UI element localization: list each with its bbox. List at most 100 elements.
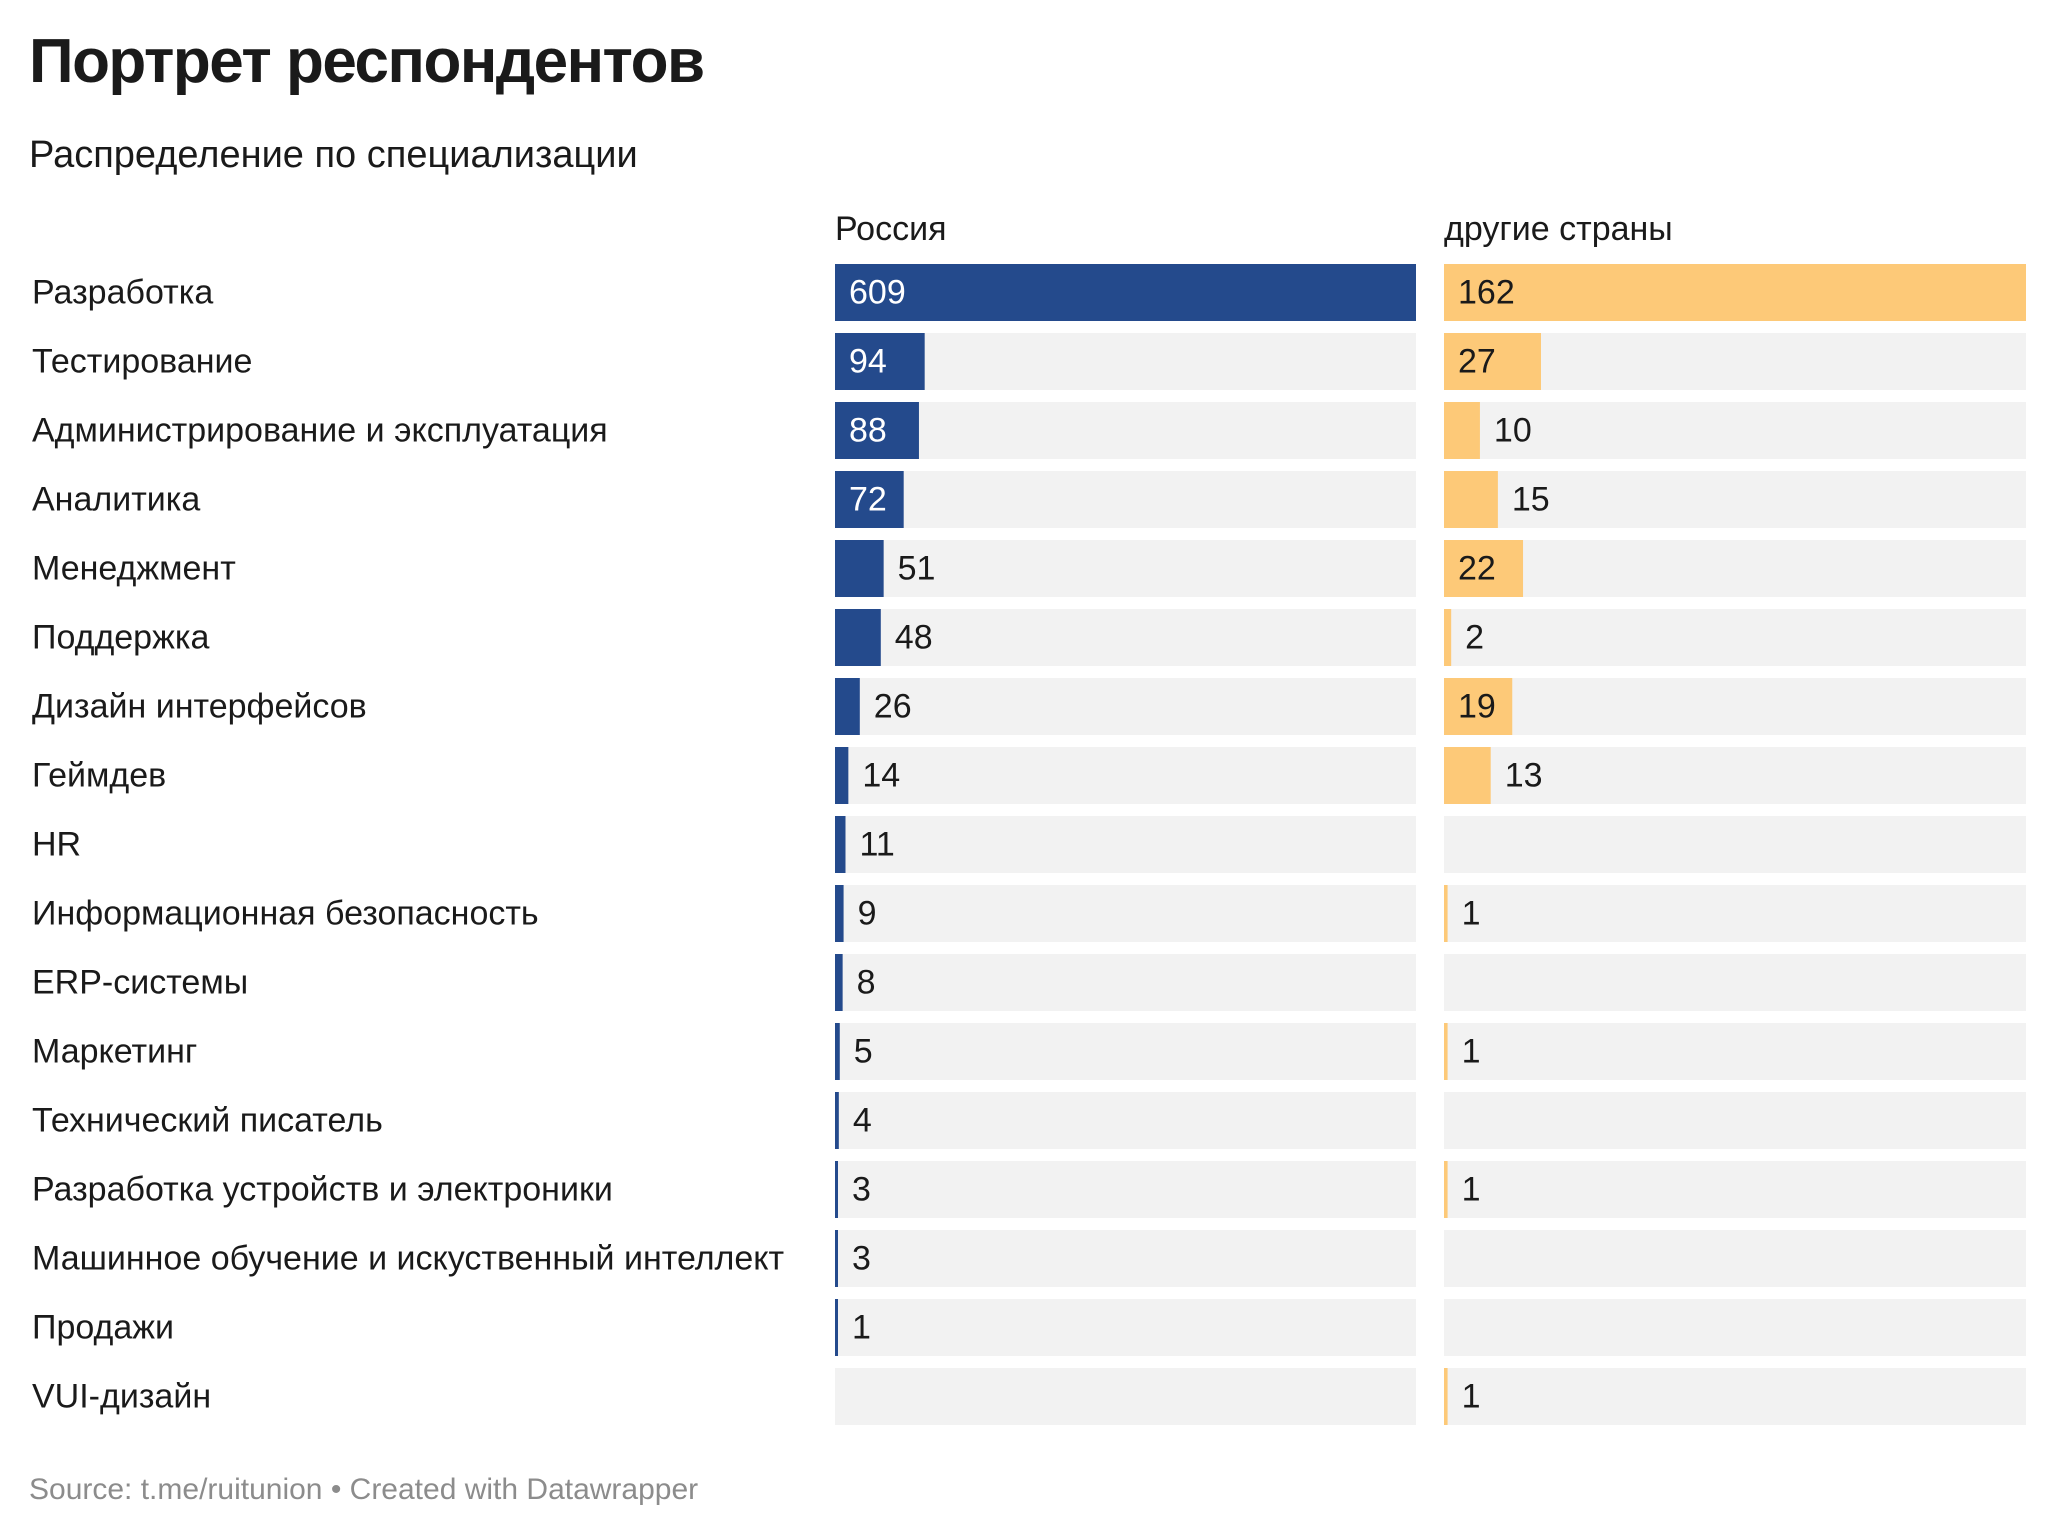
bar-russia [835,954,843,1011]
bar-track-other [1444,1368,2026,1425]
bar-track-russia [835,954,1416,1011]
bar-track-russia [835,885,1416,942]
value-label-other: 2 [1465,619,1484,657]
bar-other [1444,402,1480,459]
bar-track-russia [835,1299,1416,1356]
source-note: Source: t.me/ruitunion • Created with Da… [29,1473,699,1506]
bar-russia [835,333,925,390]
row-label: Дизайн интерфейсов [32,688,367,726]
bar-track-other [1444,885,2026,942]
bar-russia [835,264,1416,321]
row-label: HR [32,826,81,864]
bar-track-russia [835,471,1416,528]
value-label-other: 19 [1458,688,1496,726]
bar-russia [835,747,849,804]
value-label-other: 15 [1512,481,1550,519]
bar-russia [835,1161,838,1218]
value-label-russia: 14 [862,757,900,795]
bar-track-russia [835,1230,1416,1287]
split-bar-chart: Россия другие страны Разработка 609 162 Тести… [32,210,2026,1425]
bar-russia [835,816,846,873]
row-label: Маркетинг [32,1033,197,1071]
value-label-other: 1 [1462,1378,1481,1416]
bar-other [1444,1023,1448,1080]
value-label-russia: 3 [852,1240,871,1278]
bar-track-russia [835,816,1416,873]
bar-track-other [1444,816,2026,873]
value-label-other: 10 [1494,412,1532,450]
value-label-russia: 51 [898,550,936,588]
bar-other [1444,747,1491,804]
bar-track-russia [835,333,1416,390]
bar-russia [835,609,881,666]
bar-other [1444,885,1448,942]
value-label-other: 22 [1458,550,1496,588]
bar-other [1444,1368,1448,1425]
row-label: Технический писатель [32,1102,383,1140]
bar-other [1444,678,1513,735]
bar-track-other [1444,1230,2026,1287]
bar-track-russia [835,540,1416,597]
bar-track-russia [835,1368,1416,1425]
bar-other [1444,609,1452,666]
value-label-russia: 5 [854,1033,873,1071]
row-label: Информационная безопасность [32,895,539,933]
bar-track-russia [835,747,1416,804]
bar-other [1444,540,1524,597]
row-label: Машинное обучение и искуственный интелле… [32,1240,784,1278]
bar-track-russia [835,609,1416,666]
bar-track-other [1444,1092,2026,1149]
bar-russia [835,1092,839,1149]
value-label-other: 27 [1458,343,1496,381]
bar-track-russia [835,1023,1416,1080]
bar-track-other [1444,471,2026,528]
row-label: Разработка устройств и электроники [32,1171,613,1209]
row-label: Тестирование [32,343,252,381]
value-label-russia: 88 [849,412,887,450]
value-label-russia: 9 [858,895,877,933]
value-label-other: 13 [1505,757,1543,795]
row-label: ERP-системы [32,964,248,1002]
value-label-russia: 1 [852,1309,871,1347]
value-label-russia: 8 [857,964,876,1002]
value-label-russia: 94 [849,343,887,381]
row-label: Администрирование и эксплуатация [32,412,608,450]
chart-title: Портрет респондентов [29,27,705,96]
bar-track-other [1444,540,2026,597]
row-label: VUI-дизайн [32,1378,211,1416]
bar-track-russia [835,1092,1416,1149]
row-label: Геймдев [32,757,166,795]
bar-track-other [1444,678,2026,735]
bar-russia [835,678,860,735]
bar-russia [835,1230,838,1287]
bar-other [1444,333,1541,390]
bar-other [1444,264,2026,321]
bar-track-other [1444,609,2026,666]
bar-russia [835,1023,840,1080]
row-label: Разработка [32,274,213,312]
row-label: Поддержка [32,619,209,657]
value-label-other: 162 [1458,274,1515,312]
bar-track-other [1444,1161,2026,1218]
value-label-russia: 11 [859,826,894,864]
value-label-russia: 3 [852,1171,871,1209]
column-header-russia: Россия [835,210,947,248]
value-label-russia: 4 [853,1102,872,1140]
bar-russia [835,402,919,459]
value-label-other: 1 [1462,1033,1481,1071]
value-label-russia: 72 [849,481,887,519]
bar-track-other [1444,1299,2026,1356]
bar-track-other [1444,747,2026,804]
bar-russia [835,540,884,597]
bar-track-russia [835,402,1416,459]
bar-track-russia [835,1161,1416,1218]
bar-track-other [1444,402,2026,459]
value-label-russia: 48 [895,619,933,657]
column-header-other: другие страны [1444,210,1673,248]
bar-other [1444,471,1498,528]
value-label-russia: 26 [874,688,912,726]
bar-track-other [1444,954,2026,1011]
bar-track-russia [835,678,1416,735]
value-label-russia: 609 [849,274,906,312]
value-label-other: 1 [1462,895,1481,933]
